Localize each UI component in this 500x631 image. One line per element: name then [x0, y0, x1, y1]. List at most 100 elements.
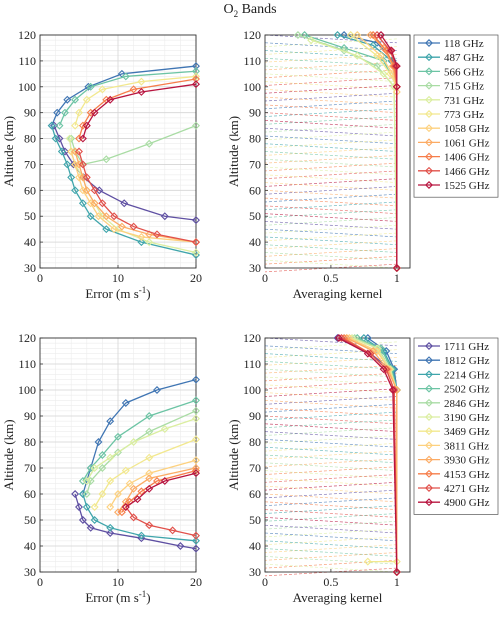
y-tick-label: 60 — [249, 183, 261, 197]
x-tick-label: 20 — [190, 271, 202, 285]
data-point — [160, 212, 169, 221]
data-point — [71, 186, 80, 195]
data-point — [120, 199, 129, 208]
data-point — [86, 523, 95, 532]
kernel-dashed-line — [264, 435, 397, 444]
data-point — [145, 469, 154, 478]
kernel-dashed-line — [264, 466, 397, 475]
data-point — [78, 516, 87, 524]
legend-marker — [425, 166, 433, 175]
kernel-dashed-line — [264, 361, 397, 370]
data-point — [192, 248, 200, 257]
legend-marker — [425, 384, 433, 393]
data-point — [60, 147, 69, 156]
y-axis-label: Altitude (km) — [1, 116, 16, 187]
kernel-dashed-line — [264, 143, 397, 152]
data-point — [137, 77, 146, 86]
kernel-dashed-line — [264, 217, 397, 226]
data-point — [117, 222, 126, 231]
data-point — [51, 134, 60, 143]
series-line — [338, 337, 398, 573]
series-line — [304, 34, 398, 268]
kernel-dashed-line — [264, 349, 397, 358]
data-point — [114, 490, 122, 498]
title-rest: Bands — [238, 2, 277, 17]
data-point — [192, 531, 200, 540]
data-point — [192, 80, 200, 89]
legend-label: 1406 GHz — [444, 152, 490, 164]
data-point — [192, 216, 200, 225]
kernel-dashed-line — [264, 131, 397, 141]
kernel-dashed-line — [264, 411, 397, 421]
kernel-dashed-line — [264, 256, 397, 265]
legend-marker — [425, 81, 433, 90]
kernel-dashed-line — [264, 481, 397, 491]
data-point — [98, 199, 107, 208]
data-point — [377, 31, 385, 39]
y-axis-label: Altitude (km) — [226, 419, 241, 490]
data-point — [67, 134, 76, 143]
data-point — [145, 230, 154, 239]
data-point — [106, 529, 115, 537]
data-point — [106, 453, 115, 462]
data-point — [106, 477, 115, 485]
series-line — [78, 151, 197, 243]
kernel-dashed-line — [264, 403, 397, 413]
kernel-dashed-line — [264, 474, 397, 483]
kernel-dashed-line — [264, 77, 397, 86]
data-point — [114, 432, 122, 441]
kernel-dashed-line — [264, 450, 397, 460]
y-tick-label: 50 — [24, 209, 36, 223]
y-tick-label: 30 — [249, 565, 261, 579]
data-point — [192, 75, 200, 83]
data-point — [192, 456, 200, 465]
legend-marker — [425, 441, 433, 450]
data-point — [78, 134, 87, 143]
kernel-dashed-line — [264, 470, 397, 479]
data-point — [129, 222, 138, 231]
kernel-dashed-line — [264, 446, 397, 456]
series-line — [117, 467, 197, 513]
data-point — [192, 435, 200, 444]
kernel-dashed-line — [264, 478, 397, 487]
x-axis-label: Averaging kernel — [293, 286, 383, 301]
legend-label: 773 GHz — [444, 109, 484, 121]
data-point — [137, 531, 146, 540]
series-line — [297, 34, 398, 269]
data-point — [98, 451, 107, 459]
data-point — [145, 453, 154, 462]
data-point — [334, 334, 343, 342]
legend-marker — [425, 370, 433, 379]
data-point — [363, 349, 372, 358]
data-point — [377, 51, 385, 60]
data-point — [47, 121, 56, 130]
kernel-dashed-line — [264, 174, 397, 183]
x-tick-label: 0.5 — [323, 271, 338, 285]
legend-marker — [425, 138, 433, 147]
y-tick-label: 110 — [18, 54, 36, 68]
data-point — [392, 82, 401, 91]
data-point — [121, 72, 130, 81]
legend-label: 731 GHz — [444, 95, 484, 107]
data-point — [293, 31, 302, 39]
kernel-dashed-line — [264, 73, 397, 82]
kernel-dashed-line — [264, 376, 397, 386]
legend-marker — [425, 455, 433, 464]
legend-label: 1711 GHz — [444, 341, 489, 353]
data-point — [192, 469, 200, 478]
data-point — [137, 238, 146, 247]
y-tick-label: 90 — [249, 106, 261, 120]
legend-marker — [425, 181, 433, 189]
kernel-dashed-line — [264, 96, 397, 106]
kernel-dashed-line — [264, 540, 397, 549]
data-point — [353, 31, 362, 39]
data-point — [382, 347, 391, 355]
data-point — [192, 67, 200, 76]
data-point — [192, 121, 200, 130]
kernel-dashed-line — [264, 139, 397, 148]
legend-marker — [425, 39, 433, 47]
data-point — [94, 438, 103, 446]
x-tick-label: 10 — [112, 271, 124, 285]
x-tick-label: 0 — [262, 271, 268, 285]
kernel-dashed-line — [264, 509, 397, 518]
